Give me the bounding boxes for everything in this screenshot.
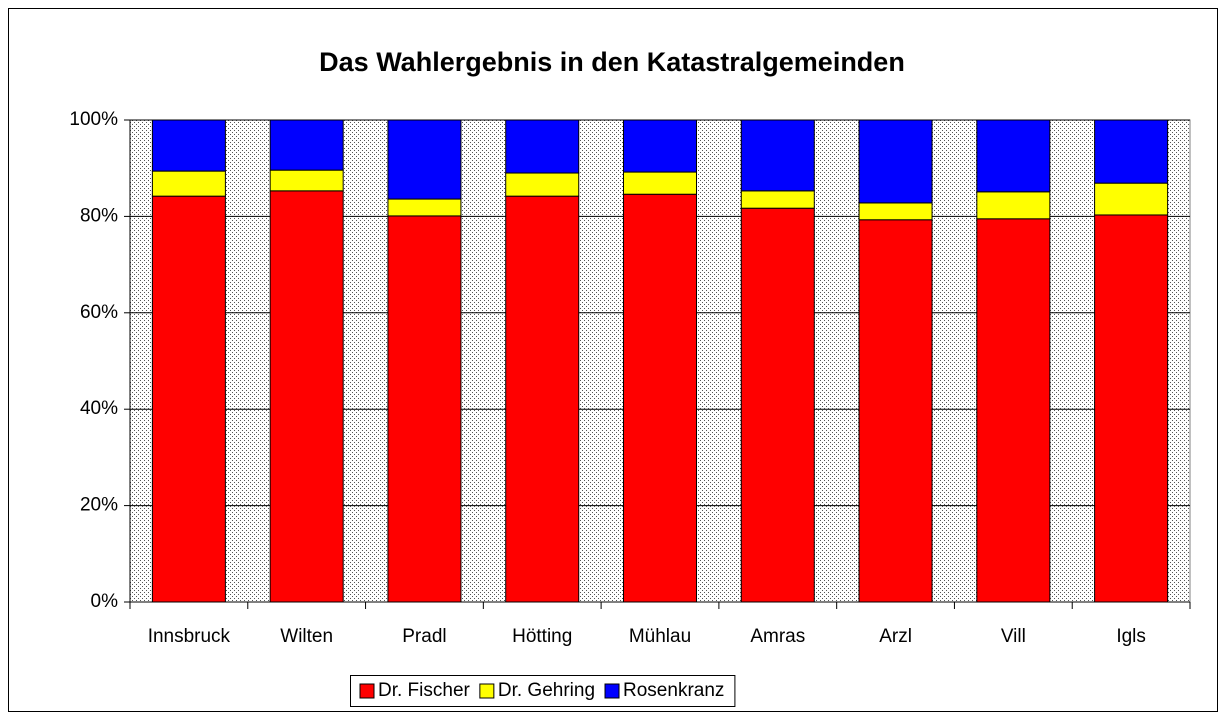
bar-segment	[505, 172, 580, 197]
bar-segment	[740, 119, 815, 192]
legend-label: Rosenkranz	[623, 680, 724, 701]
bar-segment	[740, 190, 815, 209]
bar-segment	[976, 191, 1051, 220]
bar-segment	[505, 119, 580, 174]
bar-segment	[858, 119, 933, 204]
legend-box	[350, 675, 736, 707]
legend-label: Dr. Gehring	[498, 680, 595, 701]
chart-title: Das Wahlergebnis in den Katastralgemeind…	[319, 47, 905, 77]
y-tick-label: 0%	[91, 591, 119, 612]
x-tick-label: Pradl	[402, 626, 446, 647]
bar-segment	[387, 198, 462, 217]
bar-segment	[387, 119, 462, 200]
legend-label: Dr. Fischer	[378, 680, 471, 701]
bar-segment	[858, 219, 933, 603]
x-tick-label: Mühlau	[629, 626, 691, 647]
bar-segment	[269, 119, 344, 171]
bar-segment	[387, 215, 462, 603]
x-tick-label: Arzl	[879, 626, 912, 647]
y-tick-label: 40%	[80, 398, 118, 419]
legend-swatch	[479, 683, 495, 699]
bar-segment	[740, 207, 815, 603]
legend-swatch	[359, 683, 375, 699]
y-tick-label: 80%	[80, 205, 118, 226]
bar-segment	[1094, 182, 1169, 216]
y-tick-label: 20%	[80, 495, 118, 516]
bar-segment	[269, 190, 344, 603]
bar-segment	[505, 195, 580, 603]
bar-segment	[976, 218, 1051, 603]
x-tick-label: Igls	[1116, 626, 1146, 647]
bar-segment	[151, 195, 226, 603]
bar-segment	[858, 202, 933, 221]
bar-segment	[622, 193, 698, 603]
x-tick-label: Innsbruck	[148, 626, 231, 647]
bar-segment	[1094, 119, 1169, 184]
legend-swatch	[604, 683, 620, 699]
bar-segment	[1094, 214, 1169, 603]
bar-segment	[622, 171, 698, 195]
x-tick-label: Vill	[1001, 626, 1026, 647]
bar-segment	[976, 119, 1051, 193]
bar-segment	[269, 169, 344, 192]
x-tick-label: Hötting	[512, 626, 572, 647]
bar-segment	[151, 170, 226, 197]
x-tick-label: Wilten	[280, 626, 333, 647]
x-tick-label: Amras	[750, 626, 805, 647]
bar-segment	[622, 119, 698, 173]
bar-segment	[151, 119, 226, 172]
y-tick-label: 100%	[69, 109, 118, 130]
y-tick-label: 60%	[80, 302, 118, 323]
